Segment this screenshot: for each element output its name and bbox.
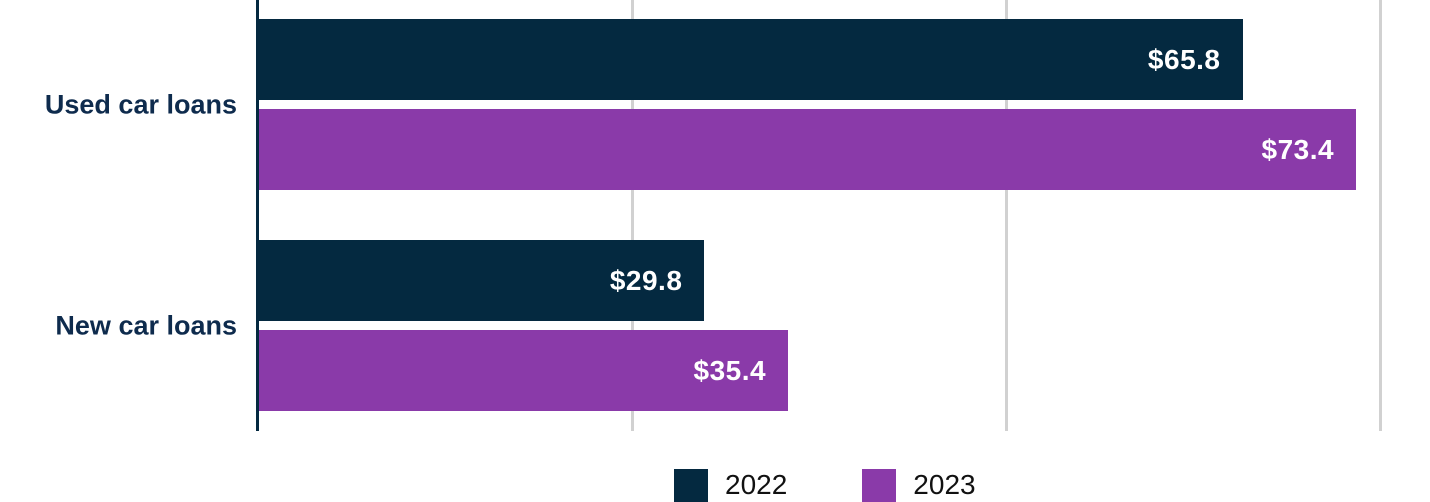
bar-value-label: $73.4 — [1261, 133, 1335, 165]
gridline-50 — [1004, 0, 1008, 431]
gridline-75 — [1378, 0, 1382, 431]
bar-value-label: $35.4 — [693, 354, 767, 386]
gridline-25 — [631, 0, 635, 431]
legend-label-2023: 2023 — [913, 469, 976, 500]
legend: 2022 2023 — [674, 468, 976, 502]
bar-value-label: $65.8 — [1147, 43, 1221, 75]
y-axis-line — [256, 0, 259, 431]
bar-2022-used: $65.8 — [259, 19, 1243, 100]
bar-value-label: $29.8 — [609, 264, 683, 296]
bar-2023-used: $73.4 — [259, 109, 1357, 190]
legend-label-2022: 2022 — [725, 469, 788, 500]
bar-2023-new: $35.4 — [259, 330, 789, 411]
legend-swatch-2022 — [674, 468, 708, 502]
legend-item-2022: 2022 — [674, 468, 788, 502]
legend-swatch-2023 — [862, 468, 897, 502]
legend-item-2023: 2023 — [862, 468, 976, 502]
bar-2022-new: $29.8 — [259, 240, 705, 321]
category-label-new-car-loans: New car loans — [55, 310, 237, 340]
category-label-used-car-loans: Used car loans — [44, 89, 237, 119]
plot-area: Used car loans New car loans $65.8 $73.4 $… — [44, 0, 1382, 431]
